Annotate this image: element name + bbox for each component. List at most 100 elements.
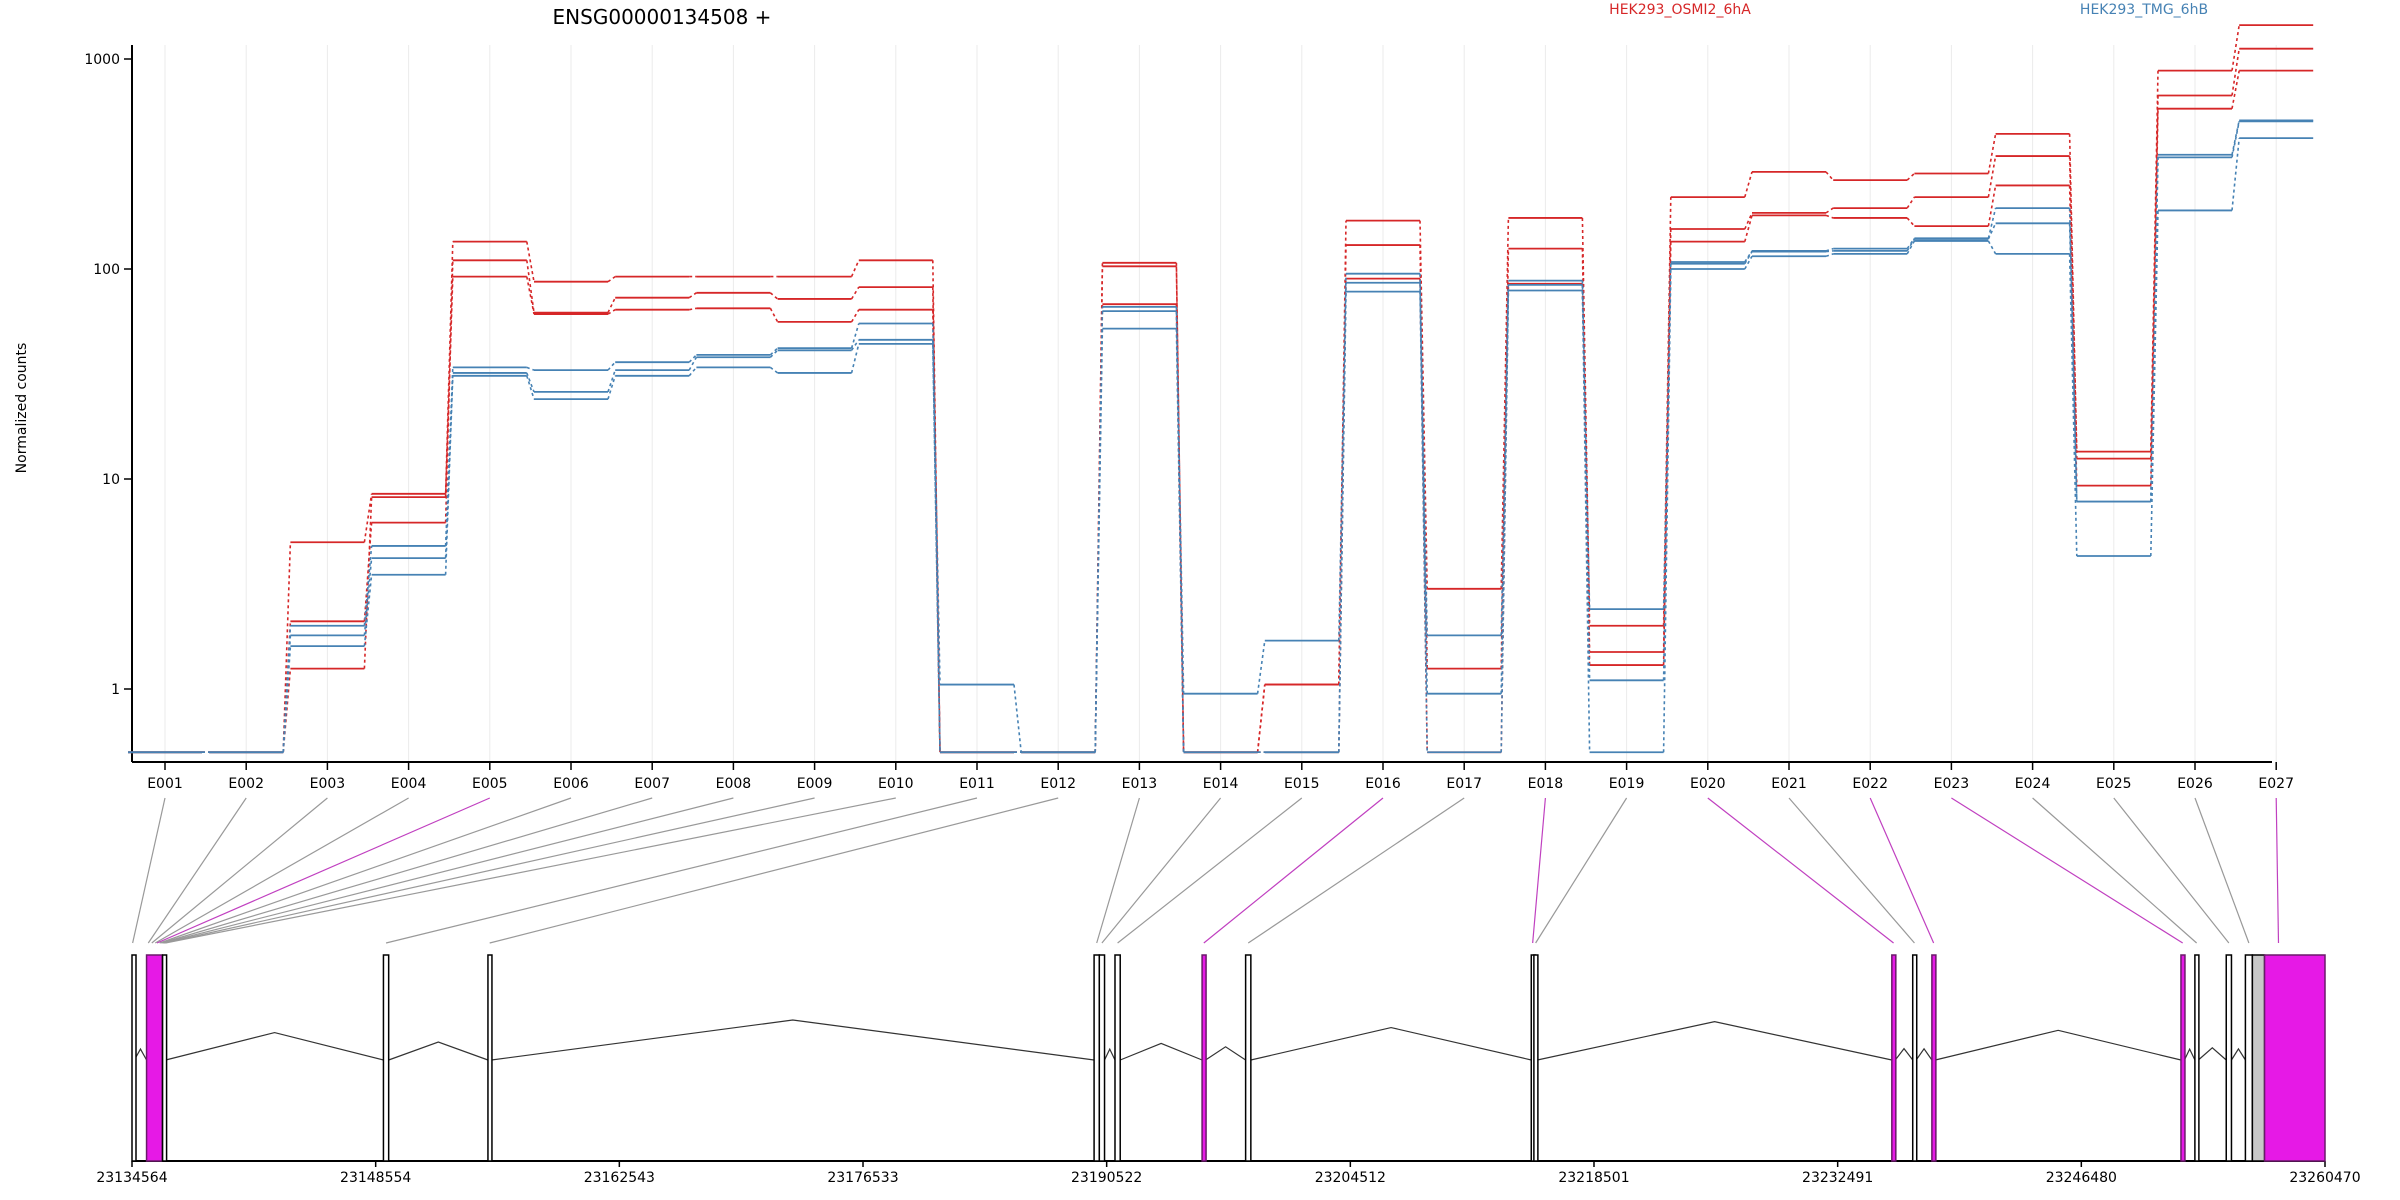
exon-link-line <box>161 797 653 944</box>
series-connector <box>1825 171 1834 181</box>
series-connector <box>769 366 779 374</box>
series-connector <box>769 292 779 300</box>
intron-line <box>2197 1046 2227 1061</box>
x-tick-label: E016 <box>1365 776 1401 792</box>
coordinate-tick-label: 23176533 <box>827 1170 898 1186</box>
series-connector <box>526 366 535 371</box>
series-connector <box>1906 238 1916 252</box>
coordinate-tick-label: 23134564 <box>96 1170 167 1186</box>
series-connector <box>363 558 373 636</box>
x-tick-label: E013 <box>1122 776 1158 792</box>
series-connector <box>688 354 697 363</box>
series-connector <box>1906 172 1915 181</box>
x-tick-label: E017 <box>1446 776 1482 792</box>
exon-link-line <box>1532 797 1546 944</box>
x-tick-label: E004 <box>391 776 427 792</box>
series-connector <box>444 241 454 494</box>
intron-line <box>165 1031 384 1061</box>
coordinate-tick-label: 23232491 <box>1802 1170 1873 1186</box>
series-connector <box>1825 253 1834 258</box>
intron-line <box>491 1019 1095 1061</box>
x-tick-label: E002 <box>228 776 264 792</box>
series-connector <box>1419 291 1428 753</box>
series-connector <box>1744 251 1753 265</box>
intron-line <box>388 1041 489 1061</box>
exon-box <box>1093 954 1101 1162</box>
series-connector <box>1987 222 1997 240</box>
series-connector <box>1256 684 1266 753</box>
x-tick-label: E025 <box>2096 776 2132 792</box>
coordinate-tick-label: 23190522 <box>1071 1170 1142 1186</box>
series-connector <box>688 366 698 377</box>
x-tick-label: E015 <box>1284 776 1320 792</box>
series-connector <box>1825 247 1834 252</box>
series-connector <box>1906 217 1916 227</box>
intron-line <box>1935 1029 2182 1061</box>
grid-layer <box>164 45 2277 762</box>
intron-line <box>2230 1047 2246 1061</box>
x-tick-label: E006 <box>553 776 589 792</box>
exon-box <box>1911 954 1918 1162</box>
series-connector <box>1581 280 1591 610</box>
series-connector <box>1500 290 1510 753</box>
exon-box <box>1114 954 1121 1162</box>
intron-line <box>1250 1026 1532 1061</box>
series-connector <box>526 260 535 313</box>
coordinate-tick-label: 23218501 <box>1558 1170 1629 1186</box>
links-layer <box>132 797 2280 944</box>
x-tick-label: E018 <box>1528 776 1564 792</box>
x-tick-label: E010 <box>878 776 914 792</box>
exon-box <box>1098 954 1106 1162</box>
series-connector <box>850 309 860 323</box>
series-connector <box>2231 48 2240 96</box>
exon-link-line <box>1951 797 2184 944</box>
intron-line <box>1119 1042 1203 1061</box>
y-tick-label: 1000 <box>84 52 120 68</box>
exon-box <box>131 954 137 1162</box>
series-connector <box>1744 171 1753 198</box>
series-connector <box>607 375 616 400</box>
legend-series-a: HEK293_OSMI2_6hA <box>1609 2 1751 18</box>
exon-link-line <box>163 797 815 944</box>
intron-line <box>1537 1021 1892 1061</box>
intron-line <box>1103 1047 1116 1061</box>
series-connector <box>363 574 373 647</box>
series-connector <box>2231 70 2240 109</box>
series-connector <box>1906 196 1916 209</box>
exon-link-line <box>154 797 409 944</box>
series-connector <box>1744 255 1753 270</box>
series-connector <box>1662 268 1672 753</box>
coordinate-tick-label: 23162543 <box>584 1170 655 1186</box>
series-connector <box>769 307 779 323</box>
series-connector <box>526 241 535 282</box>
exon-link-line <box>2275 797 2280 944</box>
series-connector <box>1987 185 1997 227</box>
x-tick-label: E008 <box>716 776 752 792</box>
series-connector <box>1825 250 1834 253</box>
exon-link-line <box>1869 797 1935 944</box>
series-connector <box>1906 240 1916 255</box>
gene-model-layer <box>131 954 2326 1162</box>
series-connector <box>1744 212 1753 230</box>
y-axis-label: Normalized counts <box>14 343 30 474</box>
exon-box <box>2251 954 2266 1162</box>
exon-link-line <box>1788 797 1915 944</box>
x-tick-label: E003 <box>310 776 346 792</box>
series-connector <box>850 339 860 351</box>
series-connector <box>282 635 292 753</box>
series-connector <box>1500 217 1510 589</box>
coordinate-tick-label: 23260470 <box>2289 1170 2360 1186</box>
exon-link-line <box>1707 797 1894 944</box>
x-tick-label: E027 <box>2258 776 2294 792</box>
series-connector <box>1013 684 1022 753</box>
series-connector <box>850 343 860 374</box>
series-connector <box>769 347 779 356</box>
x-tick-label: E021 <box>1771 776 1807 792</box>
x-tick-label: E001 <box>147 776 183 792</box>
series-connector <box>1987 155 1997 198</box>
exon-box <box>145 954 163 1162</box>
exon-link-line <box>132 797 166 944</box>
exon-box <box>161 954 168 1162</box>
series-connector <box>2231 24 2240 71</box>
series-connector <box>1987 133 1997 174</box>
